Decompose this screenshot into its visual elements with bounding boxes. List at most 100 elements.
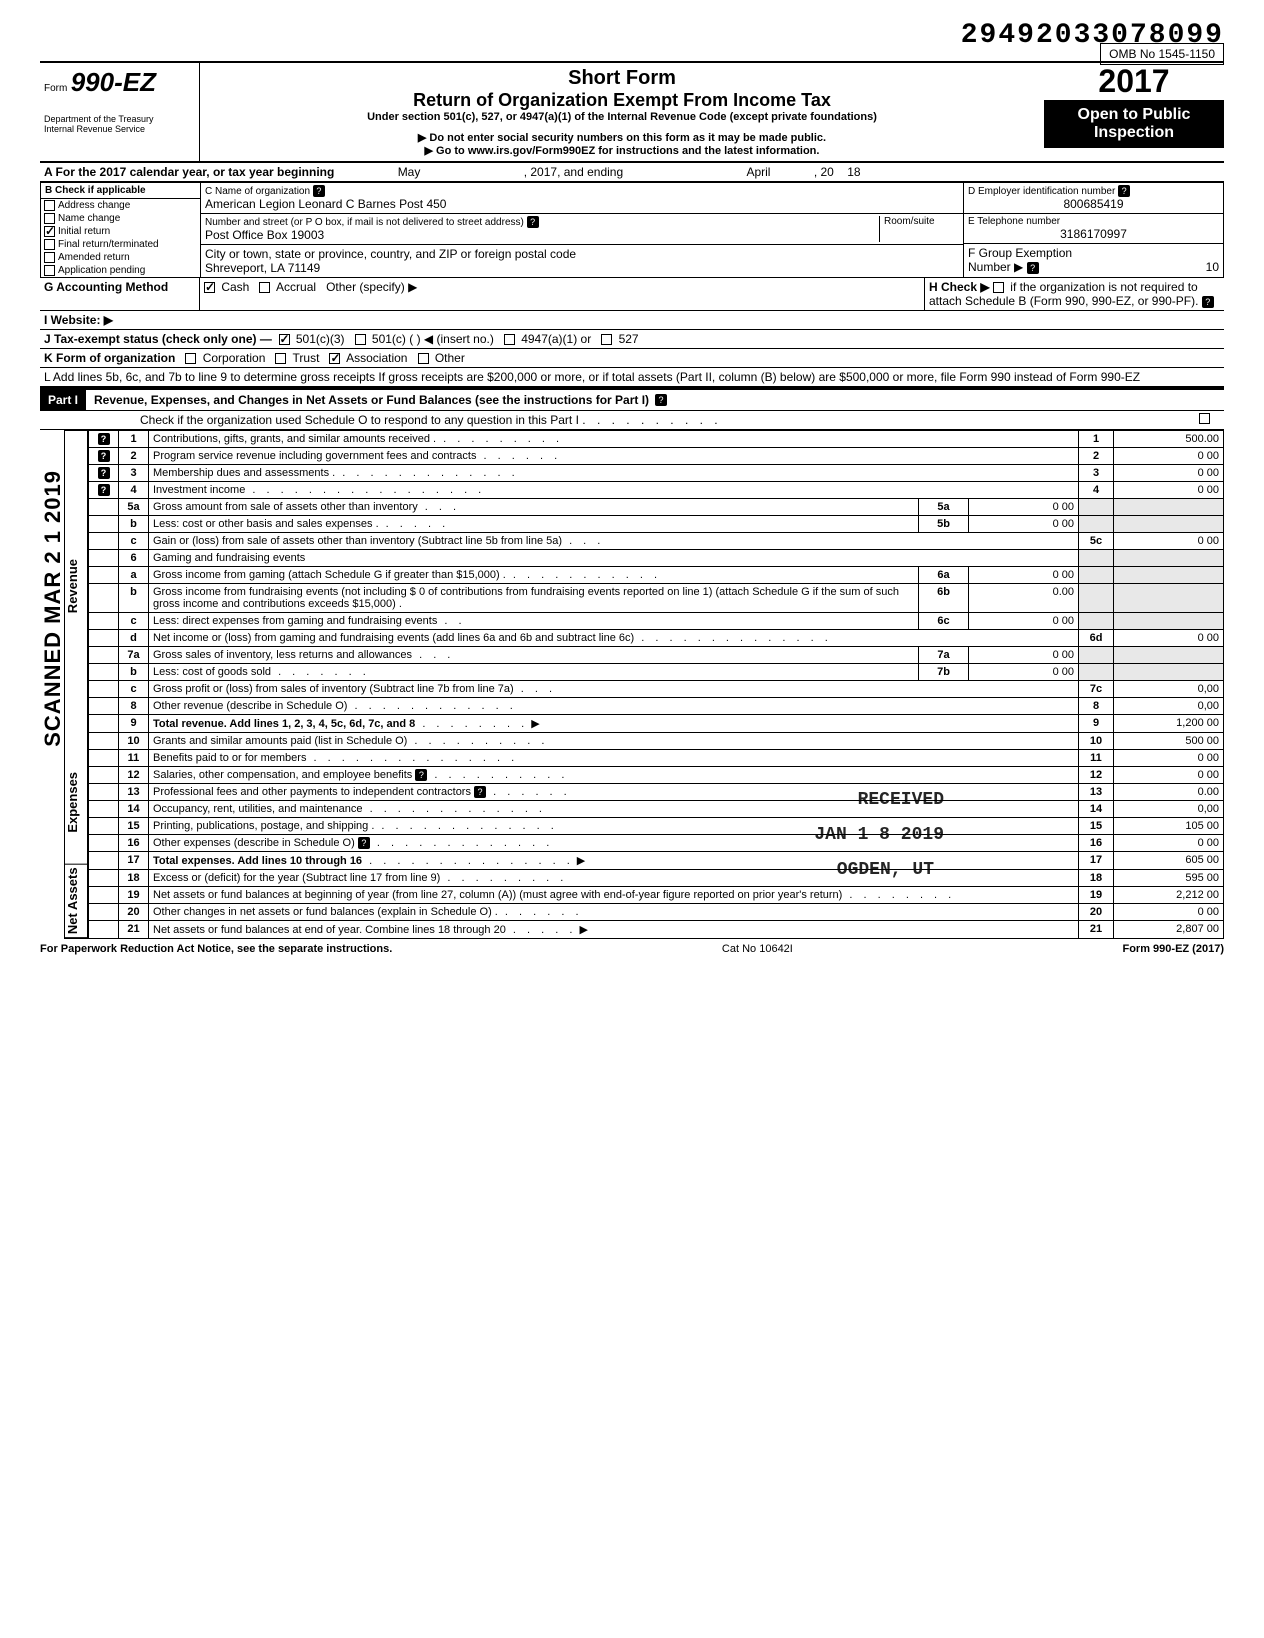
part-1-check: Check if the organization used Schedule … [40,411,1224,430]
line-3: ?3Membership dues and assessments . . . … [89,465,1224,482]
line-11: 11Benefits paid to or for members . . . … [89,750,1224,767]
org-name: American Legion Leonard C Barnes Post 45… [205,197,446,211]
help-icon[interactable]: ? [98,467,110,479]
line-21: 21Net assets or fund balances at end of … [89,921,1224,939]
side-revenue: Revenue [65,431,87,740]
line-14: 14Occupancy, rent, utilities, and mainte… [89,801,1224,818]
omb-number: OMB No 1545-1150 [1100,43,1224,65]
checkbox-cash[interactable] [204,282,215,293]
line-i: I Website: ▶ [40,311,1224,330]
checkbox-527[interactable] [601,334,612,345]
line-l: L Add lines 5b, 6c, and 7b to line 9 to … [40,368,1224,388]
received-place: OGDEN, UT [837,860,934,880]
checkbox-4947[interactable] [504,334,515,345]
line-6d: dNet income or (loss) from gaming and fu… [89,630,1224,647]
org-city: Shreveport, LA 71149 [205,261,320,275]
help-icon[interactable]: ? [474,786,486,798]
line-5c: cGain or (loss) from sale of assets othe… [89,533,1224,550]
checkbox-association[interactable] [329,353,340,364]
ein: 800685419 [968,197,1219,211]
col-b: B Check if applicable Address change Nam… [41,183,201,277]
checkbox-amended-return[interactable] [44,252,55,263]
scanned-stamp: SCANNED MAR 2 1 2019 [40,430,64,787]
help-icon[interactable]: ? [655,394,667,406]
col-def: D Employer identification number ? 80068… [963,183,1223,277]
title-section: Under section 501(c), 527, or 4947(a)(1)… [204,111,1040,123]
line-2: ?2Program service revenue including gove… [89,448,1224,465]
year-block: 2017 Open to Public Inspection [1044,63,1224,161]
checkbox-initial-return[interactable] [44,226,55,237]
line-18: 18Excess or (deficit) for the year (Subt… [89,870,1224,887]
telephone: 3186170997 [968,227,1219,241]
form-logo-block: Form 990-EZ Department of the Treasury I… [40,63,200,161]
dept-treasury: Department of the Treasury [44,98,195,124]
lines-wrapper: SCANNED MAR 2 1 2019 Revenue Expenses Ne… [40,430,1224,939]
col-c: C Name of organization ? American Legion… [201,183,963,277]
form-number: 990-EZ [71,67,156,97]
help-icon[interactable]: ? [98,450,110,462]
title-ssn-warning: Do not enter social security numbers on … [204,131,1040,144]
page: 29492033078099 OMB No 1545-1150 Form 990… [40,20,1224,955]
help-icon[interactable]: ? [98,433,110,445]
line-7c: cGross profit or (loss) from sales of in… [89,681,1224,698]
line-5b: bLess: cost or other basis and sales exp… [89,516,1224,533]
header-row: Form 990-EZ Department of the Treasury I… [40,61,1224,163]
help-icon[interactable]: ? [358,837,370,849]
title-return: Return of Organization Exempt From Incom… [204,90,1040,111]
line-9: 9Total revenue. Add lines 1, 2, 3, 4, 5c… [89,715,1224,733]
line-g-h: G Accounting Method Cash Accrual Other (… [40,278,1224,311]
line-a: A For the 2017 calendar year, or tax yea… [40,163,1224,182]
line-6c: cLess: direct expenses from gaming and f… [89,613,1224,630]
line-6: 6Gaming and fundraising events [89,550,1224,567]
checkbox-schedule-o-part1[interactable] [1199,413,1210,424]
side-net-assets: Net Assets [65,865,87,938]
line-7b: bLess: cost of goods sold . . . . . . .7… [89,664,1224,681]
line-4: ?4Investment income . . . . . . . . . . … [89,482,1224,499]
line-20: 20Other changes in net assets or fund ba… [89,904,1224,921]
dept-irs: Internal Revenue Service [44,124,195,134]
line-13: 13Professional fees and other payments t… [89,784,1224,801]
line-19: 19Net assets or fund balances at beginni… [89,887,1224,904]
line-6a: aGross income from gaming (attach Schedu… [89,567,1224,584]
org-address: Post Office Box 19003 [205,228,324,242]
identity-block: B Check if applicable Address change Nam… [40,182,1224,278]
checkbox-trust[interactable] [275,353,286,364]
line-16: 16Other expenses (describe in Schedule O… [89,835,1224,852]
lines-table: ?1Contributions, gifts, grants, and simi… [88,430,1224,939]
cat-no: Cat No 10642I [722,943,793,955]
checkbox-application-pending[interactable] [44,265,55,276]
checkbox-corporation[interactable] [185,353,196,364]
checkbox-other-org[interactable] [418,353,429,364]
checkbox-name-change[interactable] [44,213,55,224]
checkbox-final-return[interactable] [44,239,55,250]
help-icon[interactable]: ? [1027,262,1039,274]
checkbox-schedule-b[interactable] [993,282,1004,293]
title-block: Short Form Return of Organization Exempt… [200,63,1044,161]
checkbox-501c3[interactable] [279,334,290,345]
help-icon[interactable]: ? [1202,296,1214,308]
top-row: 29492033078099 [40,20,1224,51]
help-icon[interactable]: ? [1118,185,1130,197]
line-k: K Form of organization Corporation Trust… [40,349,1224,368]
line-17: 17Total expenses. Add lines 10 through 1… [89,852,1224,870]
footer: For Paperwork Reduction Act Notice, see … [40,939,1224,955]
line-10: 10Grants and similar amounts paid (list … [89,733,1224,750]
checkbox-accrual[interactable] [259,282,270,293]
line-7a: 7aGross sales of inventory, less returns… [89,647,1224,664]
side-expenses: Expenses [65,740,87,865]
title-goto: Go to www.irs.gov/Form990EZ for instruct… [204,144,1040,157]
open-to-public: Open to Public Inspection [1044,100,1224,148]
line-15: 15Printing, publications, postage, and s… [89,818,1224,835]
help-icon[interactable]: ? [527,216,539,228]
line-12: 12Salaries, other compensation, and empl… [89,767,1224,784]
received-date: JAN 1 8 2019 [814,825,944,845]
checkbox-address-change[interactable] [44,200,55,211]
line-j: J Tax-exempt status (check only one) — 5… [40,330,1224,349]
line-1: ?1Contributions, gifts, grants, and simi… [89,431,1224,448]
help-icon[interactable]: ? [313,185,325,197]
checkbox-501c[interactable] [355,334,366,345]
line-8: 8Other revenue (describe in Schedule O) … [89,698,1224,715]
help-icon[interactable]: ? [415,769,427,781]
part-1-header: Part I Revenue, Expenses, and Changes in… [40,388,1224,411]
help-icon[interactable]: ? [98,484,110,496]
